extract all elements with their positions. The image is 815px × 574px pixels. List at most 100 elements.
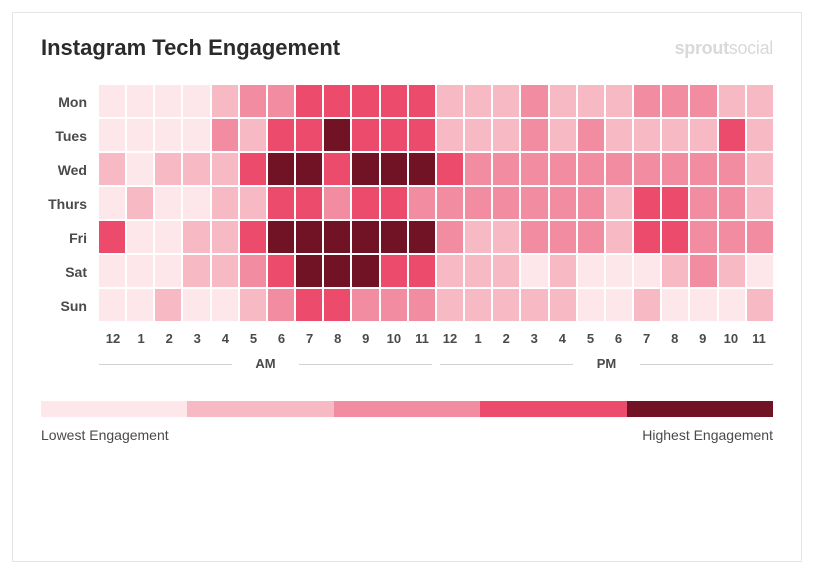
am-label: AM [99, 356, 432, 371]
hour-label: 7 [633, 331, 661, 346]
heatmap-cell [352, 187, 378, 219]
heatmap-cell [690, 187, 716, 219]
hour-label: 12 [99, 331, 127, 346]
heatmap-cell [521, 187, 547, 219]
heatmap-cell [719, 289, 745, 321]
day-label: Mon [41, 85, 99, 119]
heatmap-cell [212, 255, 238, 287]
heatmap-cell [437, 221, 463, 253]
heatmap-cell [747, 85, 773, 117]
heatmap-cell [493, 289, 519, 321]
heatmap-cell [381, 255, 407, 287]
heatmap-cell [409, 119, 435, 151]
hour-label: 9 [689, 331, 717, 346]
heatmap-cell [352, 255, 378, 287]
heatmap-cell [606, 153, 632, 185]
heatmap-cell [550, 221, 576, 253]
heatmap-cell [127, 221, 153, 253]
heatmap-cell [662, 187, 688, 219]
heatmap-cell [240, 119, 266, 151]
heatmap-cell [381, 289, 407, 321]
heatmap-cell [409, 153, 435, 185]
heatmap-cell [99, 187, 125, 219]
heatmap-cell [465, 119, 491, 151]
pm-label: PM [440, 356, 773, 371]
legend-segment [41, 401, 187, 417]
heatmap-cell [747, 255, 773, 287]
heatmap-cell [662, 289, 688, 321]
heatmap-cell [690, 119, 716, 151]
hour-label: 4 [211, 331, 239, 346]
chart-card: Instagram Tech Engagement sproutsocial M… [12, 12, 802, 562]
heatmap-cell [437, 119, 463, 151]
heatmap-cell [324, 221, 350, 253]
hour-label: 4 [548, 331, 576, 346]
heatmap-cell [324, 153, 350, 185]
heatmap-cell [155, 289, 181, 321]
day-label: Thurs [41, 187, 99, 221]
heatmap-cell [381, 153, 407, 185]
heatmap-cell [324, 187, 350, 219]
heatmap-cell [155, 255, 181, 287]
heatmap-cell [521, 119, 547, 151]
heatmap-cell [212, 153, 238, 185]
heatmap-cell [719, 85, 745, 117]
heatmap-cell [465, 255, 491, 287]
hour-label: 3 [520, 331, 548, 346]
heatmap-cell [606, 289, 632, 321]
heatmap-cell [324, 119, 350, 151]
day-label: Tues [41, 119, 99, 153]
heatmap-cell [409, 187, 435, 219]
heatmap-cell [690, 153, 716, 185]
heatmap-cell [268, 85, 294, 117]
heatmap-cell [240, 289, 266, 321]
heatmap-cell [409, 255, 435, 287]
heatmap-cell [550, 187, 576, 219]
heatmap-cell [240, 187, 266, 219]
heatmap-cell [296, 153, 322, 185]
hour-label: 3 [183, 331, 211, 346]
heatmap-cell [127, 153, 153, 185]
hour-label: 10 [717, 331, 745, 346]
heatmap-cell [296, 289, 322, 321]
legend: Lowest Engagement Highest Engagement [41, 401, 773, 443]
brand-logo: sproutsocial [675, 38, 773, 59]
heatmap-cell [550, 85, 576, 117]
hour-label: 1 [464, 331, 492, 346]
heatmap-cell [662, 153, 688, 185]
heatmap-cell [127, 119, 153, 151]
heatmap-cell [352, 221, 378, 253]
heatmap-cell [381, 221, 407, 253]
heatmap-cell [634, 187, 660, 219]
hour-label: 2 [155, 331, 183, 346]
hour-label: 6 [268, 331, 296, 346]
heatmap-cell [212, 187, 238, 219]
heatmap-cell [99, 119, 125, 151]
day-label: Wed [41, 153, 99, 187]
heatmap-cell [240, 255, 266, 287]
hour-label: 5 [576, 331, 604, 346]
heatmap-cell [352, 85, 378, 117]
heatmap-cell [183, 289, 209, 321]
brand-bold: sprout [675, 38, 729, 58]
heatmap-cell [183, 187, 209, 219]
hour-label: 12 [436, 331, 464, 346]
heatmap-cell [155, 119, 181, 151]
heatmap-cell [550, 119, 576, 151]
heatmap-cell [127, 255, 153, 287]
heatmap-cell [521, 289, 547, 321]
heatmap-cell [578, 187, 604, 219]
heatmap-cell [296, 119, 322, 151]
legend-segment [187, 401, 333, 417]
heatmap-cell [268, 187, 294, 219]
brand-light: social [729, 38, 773, 58]
heatmap-cell [240, 153, 266, 185]
heatmap-cell [719, 119, 745, 151]
heatmap-cell [99, 153, 125, 185]
hour-label: 9 [352, 331, 380, 346]
heatmap-cell [690, 289, 716, 321]
heatmap-cell [719, 187, 745, 219]
heatmap-cell [183, 221, 209, 253]
day-label: Fri [41, 221, 99, 255]
heatmap-cell [493, 153, 519, 185]
